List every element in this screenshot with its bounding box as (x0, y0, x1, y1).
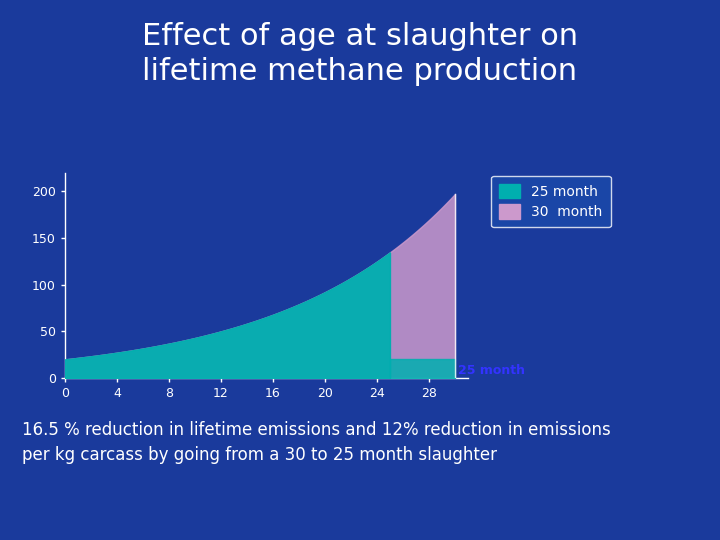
Text: Effect of age at slaughter on
lifetime methane production: Effect of age at slaughter on lifetime m… (142, 22, 578, 86)
Text: 16.5 % reduction in lifetime emissions and 12% reduction in emissions
per kg car: 16.5 % reduction in lifetime emissions a… (22, 421, 611, 464)
Legend: 25 month, 30  month: 25 month, 30 month (491, 176, 611, 227)
Text: 25 month: 25 month (458, 364, 525, 377)
